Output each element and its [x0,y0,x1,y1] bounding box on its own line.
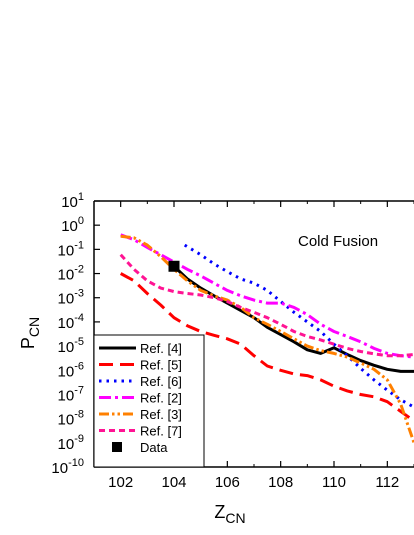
x-tick-label: 112 [375,474,399,491]
legend-label-6: Ref. [7] [140,424,182,439]
legend-label-5: Ref. [3] [140,407,182,422]
legend: Ref. [4] Ref. [5]Ref. [6] Ref. [2]Ref. [3]… [93,334,205,468]
series-line-4 [120,233,414,359]
x-tick-label: 108 [268,474,293,491]
y-tick-label: 10-9 [58,433,84,453]
y-tick-label: 10-4 [58,312,84,332]
series-line-6 [119,253,414,358]
data-markers [168,260,180,272]
y-axis-title-main: P [18,337,38,349]
y-tick-label: 10-2 [58,264,84,284]
legend-label-data: Data [140,440,168,455]
y-tick-label: 10-6 [58,360,84,380]
y-tick-label: 10-1 [58,239,84,259]
annotation-cold-fusion: Cold Fusion [298,233,378,250]
series-line-3 [183,243,414,409]
legend-label-2: Ref. [5] [140,358,182,373]
x-tick-label: 104 [161,474,186,491]
y-axis-title-sub: CN [26,317,42,337]
legend-label-1: Ref. [4] [140,341,182,356]
legend-label-3: Ref. [6] [140,374,182,389]
y-tick-label: 100 [61,215,84,235]
series-line-1 [172,265,414,373]
y-tick-label: 10-8 [58,409,84,429]
y-tick-label: 101 [61,191,84,211]
y-tick-label: 10-7 [58,384,84,404]
y-axis-title: PCN [18,317,42,349]
legend-marker-data [112,442,122,452]
series-layer [119,233,414,444]
x-axis-title-sub: CN [225,510,245,526]
x-axis-title-main: Z [214,502,225,522]
legend-label-4: Ref. [2] [140,391,182,406]
x-axis-title: ZCN [214,502,245,526]
series-line-5 [120,234,414,444]
x-tick-label: 110 [322,474,346,491]
x-tick-label: 102 [108,474,133,491]
data-point-marker [168,260,180,272]
x-tick-label: 106 [215,474,240,491]
series-line-2 [119,272,414,423]
axes: 102 104 106 108 110 112 101 100 10-1 10-2 10-3 10-4… [51,191,414,491]
y-tick-label: 10-5 [58,336,84,356]
y-tick-label: 10-3 [58,288,84,308]
y-tick-label: 10-10 [51,457,84,477]
